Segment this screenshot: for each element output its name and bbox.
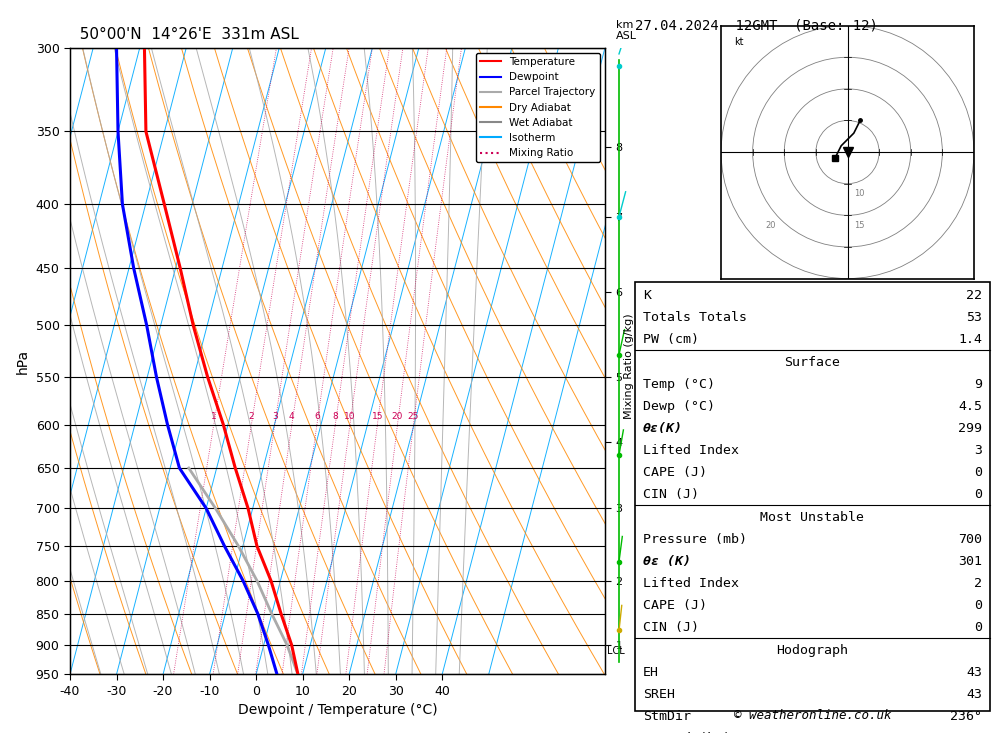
Legend: Temperature, Dewpoint, Parcel Trajectory, Dry Adiabat, Wet Adiabat, Isotherm, Mi: Temperature, Dewpoint, Parcel Trajectory… [476,53,600,163]
Text: EH: EH [643,666,659,679]
Text: 236°: 236° [950,710,982,723]
Text: Surface: Surface [784,356,840,369]
Text: 15: 15 [854,221,864,230]
Y-axis label: km
ASL: km ASL [639,361,662,389]
Text: 0: 0 [974,466,982,479]
Text: 15: 15 [372,413,383,421]
Text: 2: 2 [974,577,982,590]
Text: CIN (J): CIN (J) [643,621,699,634]
Text: θε (K): θε (K) [643,555,691,568]
Text: 3: 3 [974,444,982,457]
Text: 10: 10 [854,189,864,199]
Text: Lifted Index: Lifted Index [643,444,739,457]
Text: PW (cm): PW (cm) [643,333,699,346]
Text: 8: 8 [332,413,338,421]
Text: StmSpd (kt): StmSpd (kt) [643,732,731,733]
Text: 43: 43 [966,688,982,701]
Text: 4: 4 [289,413,295,421]
Text: 4.5: 4.5 [958,400,982,413]
Text: 1: 1 [211,413,217,421]
Text: StmDir: StmDir [643,710,691,723]
Text: 2: 2 [249,413,254,421]
Text: 20: 20 [392,413,403,421]
Text: CAPE (J): CAPE (J) [643,599,707,612]
Text: Hodograph: Hodograph [776,644,848,657]
Text: CIN (J): CIN (J) [643,488,699,501]
Text: Temp (°C): Temp (°C) [643,378,715,391]
Text: 50°00'N  14°26'E  331m ASL: 50°00'N 14°26'E 331m ASL [70,27,299,43]
Text: 22: 22 [966,289,982,302]
Text: Pressure (mb): Pressure (mb) [643,533,747,546]
Text: 8: 8 [974,732,982,733]
Text: Mixing Ratio (g/kg): Mixing Ratio (g/kg) [624,314,634,419]
Text: 700: 700 [958,533,982,546]
Text: © weatheronline.co.uk: © weatheronline.co.uk [734,709,891,722]
Text: CAPE (J): CAPE (J) [643,466,707,479]
Text: 27.04.2024  12GMT  (Base: 12): 27.04.2024 12GMT (Base: 12) [635,18,878,32]
Text: SREH: SREH [643,688,675,701]
Text: 0: 0 [974,488,982,501]
Text: km
ASL: km ASL [616,20,637,41]
Text: LCL: LCL [607,646,625,656]
Text: 10: 10 [344,413,356,421]
Text: θε(K): θε(K) [643,422,683,435]
Text: 6: 6 [314,413,320,421]
Text: 0: 0 [974,621,982,634]
Text: Dewp (°C): Dewp (°C) [643,400,715,413]
Text: 0: 0 [974,599,982,612]
Text: 299: 299 [958,422,982,435]
Text: 25: 25 [408,413,419,421]
Text: 53: 53 [966,311,982,324]
X-axis label: Dewpoint / Temperature (°C): Dewpoint / Temperature (°C) [238,704,437,718]
Text: 9: 9 [974,378,982,391]
Y-axis label: hPa: hPa [16,348,30,374]
Text: 3: 3 [272,413,278,421]
Text: 20: 20 [765,221,776,230]
Text: Most Unstable: Most Unstable [761,511,864,524]
Text: kt: kt [734,37,743,47]
Text: 301: 301 [958,555,982,568]
Text: 43: 43 [966,666,982,679]
Text: Lifted Index: Lifted Index [643,577,739,590]
Text: 1.4: 1.4 [958,333,982,346]
Text: Totals Totals: Totals Totals [643,311,747,324]
Text: K: K [643,289,651,302]
